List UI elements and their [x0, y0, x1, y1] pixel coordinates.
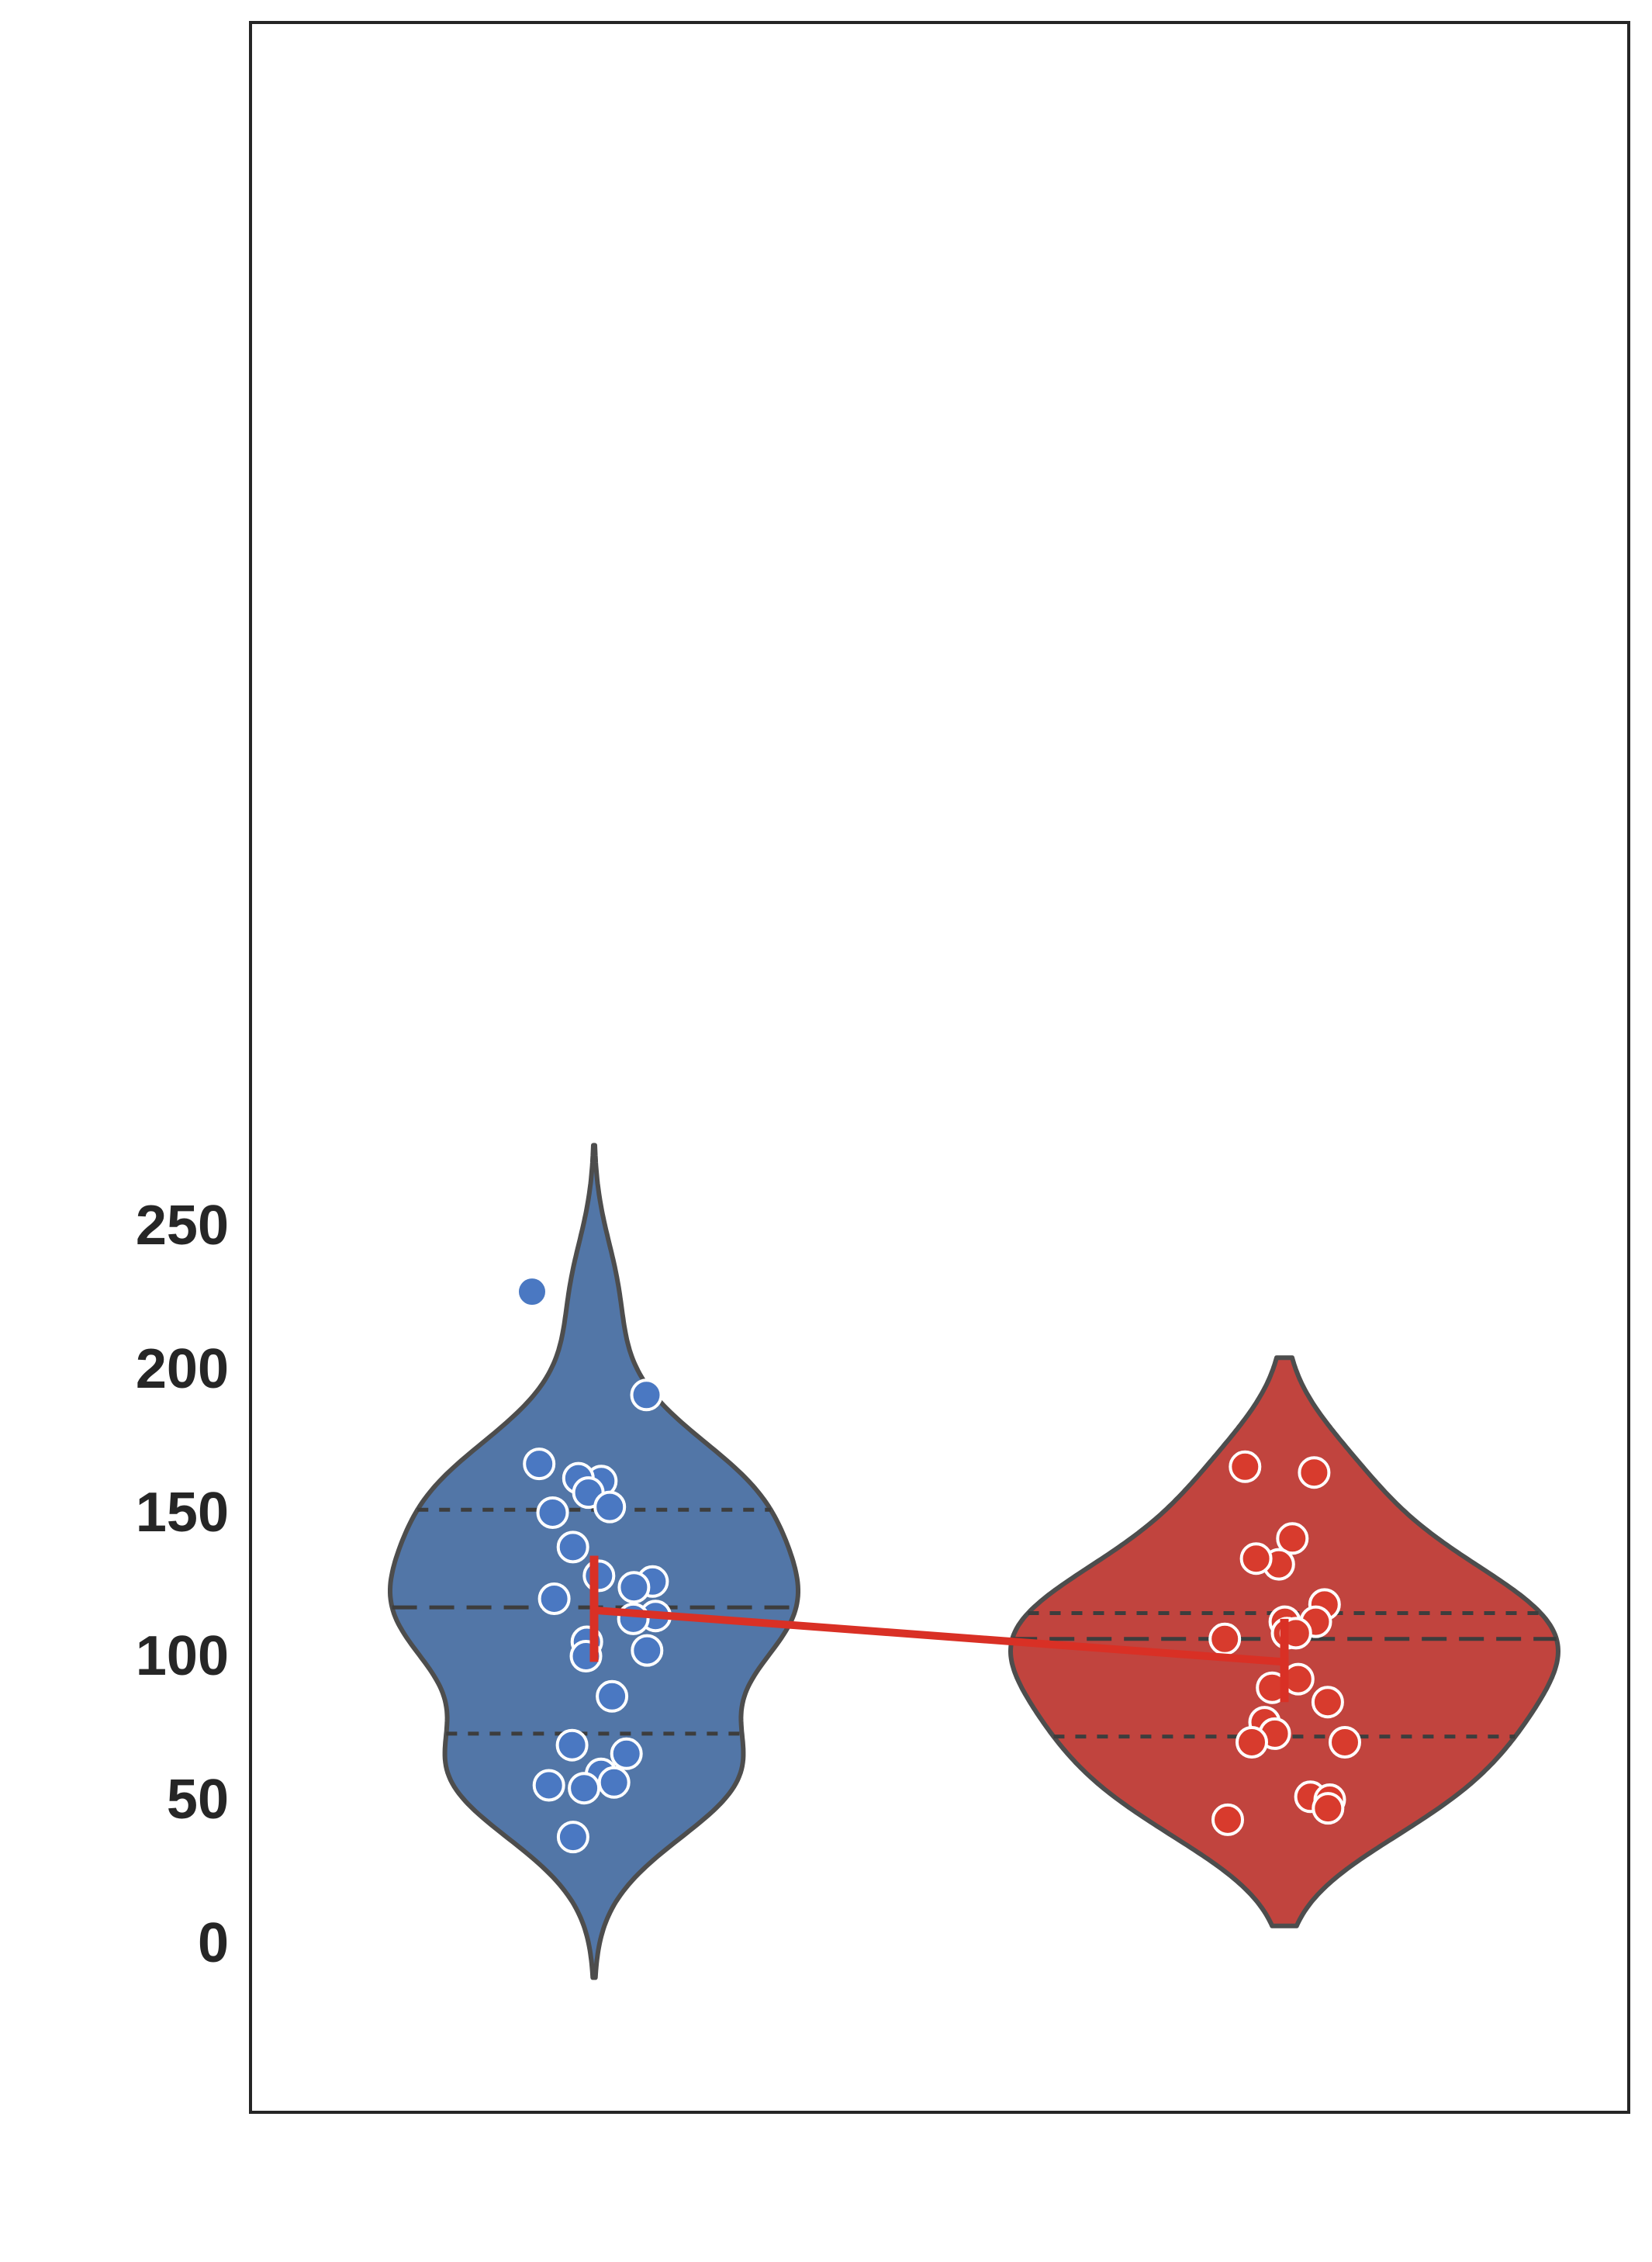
data-point: [610, 1737, 643, 1770]
data-point: [532, 1769, 565, 1802]
data-point: [630, 1378, 663, 1412]
data-point: [516, 1275, 548, 1309]
data-point: [536, 1496, 569, 1529]
y-tick-label-100: 100: [136, 1625, 229, 1687]
data-point: [1239, 1542, 1273, 1575]
data-point: [1229, 1450, 1262, 1483]
plot-frame: [249, 21, 1630, 2114]
data-point: [1208, 1622, 1242, 1655]
data-point: [596, 1679, 629, 1713]
data-point: [617, 1571, 651, 1604]
data-point: [1329, 1726, 1361, 1759]
y-tick-label-150: 150: [136, 1482, 229, 1544]
y-tick-label-200: 200: [136, 1338, 229, 1400]
data-point: [1276, 1522, 1309, 1555]
data-point: [556, 1821, 589, 1854]
violin-group-2: [1008, 1355, 1560, 1928]
data-point: [593, 1490, 627, 1524]
y-tick-label-250: 250: [136, 1195, 229, 1257]
data-point: [1236, 1726, 1268, 1759]
y-tick-label-0: 0: [198, 1912, 229, 1974]
violin-group-1: [388, 1143, 800, 1980]
data-point: [568, 1772, 601, 1805]
y-tick-label-50: 50: [167, 1769, 229, 1831]
data-point: [537, 1582, 571, 1615]
data-point: [556, 1530, 589, 1564]
data-point: [523, 1447, 556, 1481]
data-point: [1298, 1456, 1331, 1489]
data-point: [1211, 1803, 1244, 1836]
mean-connector-line: [590, 1606, 1288, 1666]
data-point: [1312, 1792, 1345, 1825]
data-point: [1311, 1686, 1344, 1719]
data-point: [582, 1559, 616, 1593]
data-point: [597, 1766, 631, 1799]
data-point: [631, 1634, 664, 1667]
data-point: [555, 1728, 589, 1762]
